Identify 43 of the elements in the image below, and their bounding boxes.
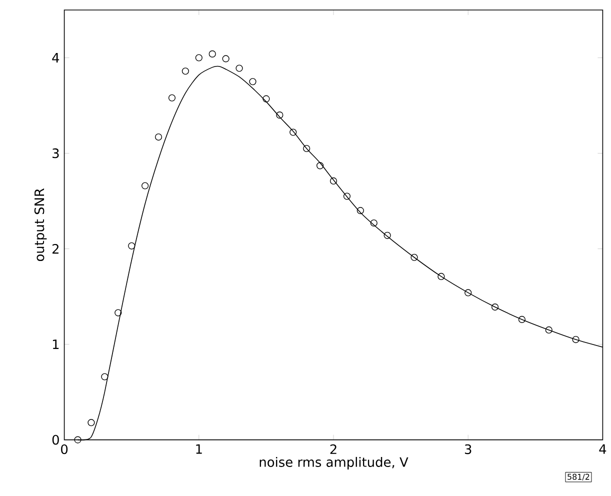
y-tick-label: 0 (52, 434, 59, 445)
point (303, 144, 310, 152)
point (182, 68, 189, 75)
point (88, 419, 95, 426)
point (114, 309, 122, 316)
point (370, 219, 378, 227)
point (74, 436, 82, 444)
x-tick-label: 0 (61, 444, 68, 454)
point (195, 54, 202, 62)
x-tick-label: 2 (330, 444, 336, 454)
point (410, 254, 418, 261)
point (276, 112, 284, 119)
point (222, 55, 230, 62)
x-tick-label: 3 (464, 444, 472, 454)
point (154, 133, 162, 141)
point (236, 64, 243, 72)
point (249, 78, 256, 86)
point (142, 182, 149, 190)
y-tick-label: 3 (52, 148, 59, 158)
x-axis-title: noise rms amplitude, V (260, 456, 408, 470)
point (128, 242, 136, 250)
point (208, 50, 216, 58)
point (330, 177, 338, 185)
point (572, 336, 580, 344)
x-tick-label: 1 (196, 444, 202, 454)
point (290, 128, 297, 136)
point (343, 192, 351, 200)
point (491, 303, 499, 311)
y-tick-label: 4 (52, 53, 60, 62)
point (464, 289, 472, 296)
point (262, 95, 270, 102)
point (438, 272, 445, 280)
point (168, 94, 176, 102)
point (384, 232, 391, 239)
y-axis-title: output SNR (34, 188, 47, 262)
point (545, 326, 552, 334)
x-tick-label: 4 (599, 444, 606, 454)
point (101, 373, 108, 380)
point (356, 207, 364, 214)
point (316, 162, 324, 170)
point (518, 316, 526, 324)
y-tick-label: 1 (52, 340, 59, 350)
y-tick-label: 2 (52, 244, 58, 254)
